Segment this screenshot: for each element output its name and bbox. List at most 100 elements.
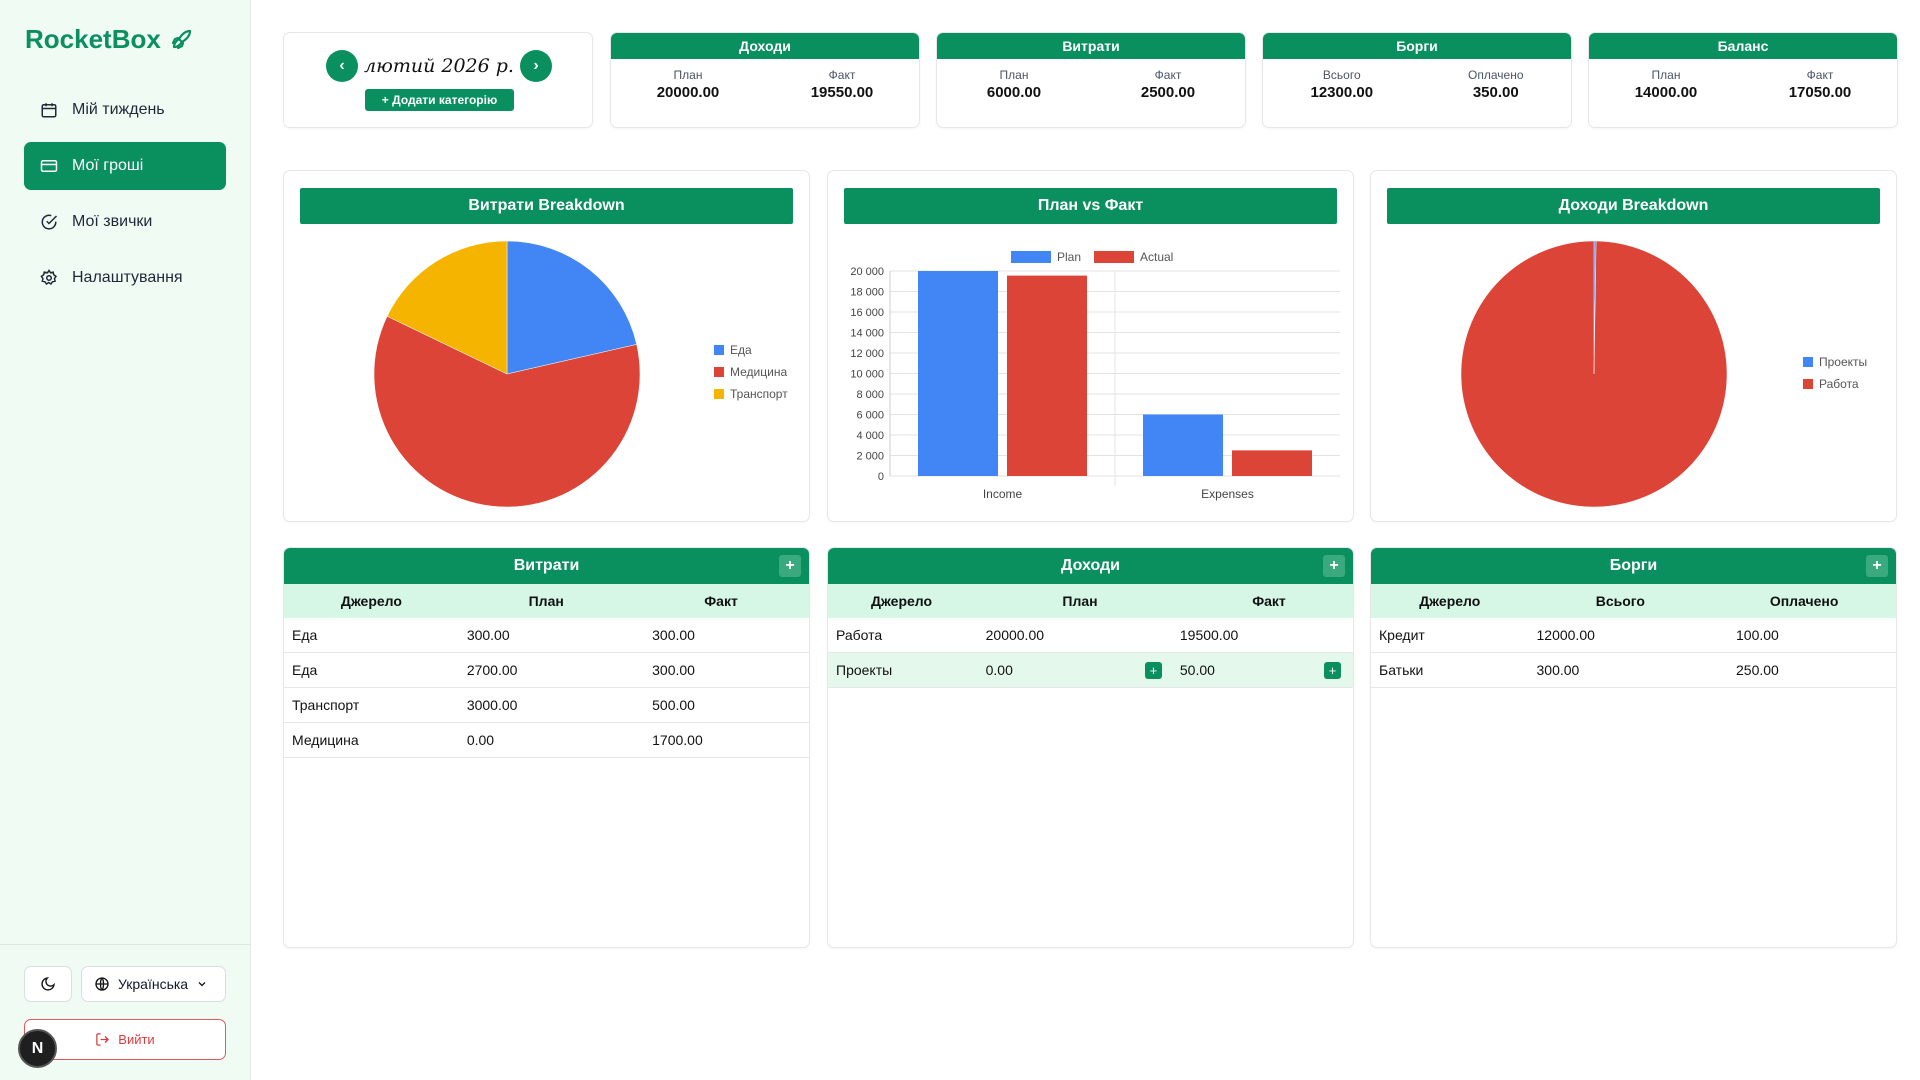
sidebar-item-settings[interactable]: Налаштування (24, 254, 226, 302)
column-header: Факт (704, 593, 738, 609)
stat-label: Факт (1806, 68, 1834, 82)
y-tick-label: 10 000 (850, 369, 884, 381)
table-title-label: Доходи (1060, 557, 1121, 574)
y-tick-label: 18 000 (850, 287, 884, 299)
legend-swatch (1803, 379, 1813, 389)
stat-label: Всього (1322, 68, 1361, 82)
table-cell: Еда (292, 662, 318, 678)
y-tick-label: 14 000 (850, 328, 884, 340)
sidebar-item-label: Мої гроші (72, 157, 144, 174)
card-title: Борги (1263, 33, 1571, 59)
column-header: Оплачено (1769, 593, 1839, 609)
calendar-icon (41, 103, 57, 118)
stat-label: Факт (828, 68, 856, 82)
table-row[interactable]: Проекты 0.00 + 50.00 + (828, 653, 1353, 688)
column-header: План (1062, 593, 1098, 609)
stat-value: 20000.00 (656, 84, 720, 101)
legend-label: Еда (730, 343, 752, 357)
stat-value: 19550.00 (810, 84, 874, 101)
table-row[interactable]: Еда 2700.00 300.00 (284, 653, 809, 688)
stat-value: 2500.00 (1140, 84, 1196, 101)
table-header: Джерело Всього Оплачено (1371, 584, 1896, 618)
table-row[interactable]: Медицина 0.00 1700.00 (284, 723, 809, 758)
table-cell: 0.00 (466, 732, 495, 748)
add-category-button[interactable]: + Додати категорію (365, 89, 514, 111)
table-title-label: Борги (1609, 557, 1658, 574)
chart-title: Витрати Breakdown (300, 188, 793, 224)
month-nav: ‹ лютий 2026 р. › (326, 50, 552, 82)
x-tick-label: Income (983, 487, 1023, 501)
rocket-icon (171, 29, 191, 49)
sidebar-item-my-money[interactable]: Мої гроші (24, 142, 226, 190)
stat-label: Факт (1154, 68, 1182, 82)
table-title: Борги + (1371, 548, 1896, 584)
table-cell: 300.00 (466, 627, 510, 643)
legend-label: Plan (1057, 250, 1081, 264)
expenses-table-card: Витрати + Джерело План Факт Еда 300.00 300… (283, 547, 810, 948)
logout-icon (96, 1033, 110, 1046)
pie-slice-Еда (506, 240, 637, 375)
add-expense-button[interactable]: + (779, 555, 801, 577)
balance-summary-card: Баланс План 14000.00 Факт 17050.00 (1588, 32, 1898, 128)
income-breakdown-card: Проекты Работа Доходи Breakdown (1370, 170, 1897, 522)
stat-label: План (999, 68, 1029, 82)
y-tick-label: 4 000 (856, 430, 884, 442)
table-row[interactable]: Транспорт 3000.00 500.00 (284, 688, 809, 723)
y-tick-label: 0 (878, 471, 884, 483)
next-month-button[interactable]: › (519, 50, 552, 82)
sidebar-item-label: Мій тиждень (72, 101, 165, 118)
table-cell: 3000.00 (466, 697, 518, 713)
logout-button[interactable]: Вийти (24, 1019, 226, 1060)
table-cell: 100.00 (1736, 627, 1779, 643)
gear-icon (40, 269, 58, 286)
x-tick-label: Expenses (1201, 487, 1254, 501)
table-cell: 19500.00 (1179, 627, 1239, 643)
add-plan-button[interactable]: + (1144, 662, 1162, 679)
prev-month-button[interactable]: ‹ (326, 50, 358, 82)
table-cell: Батьки (1379, 662, 1424, 678)
theme-toggle-button[interactable] (24, 966, 72, 1002)
app-logo[interactable]: RocketBox (25, 24, 193, 55)
sidebar-item-my-week[interactable]: Мій тиждень (24, 86, 226, 134)
bar-Actual-Income (1007, 275, 1087, 476)
pie-slice-Транспорт (386, 240, 508, 375)
chart-title: Доходи Breakdown (1387, 188, 1880, 224)
sidebar-item-my-habits[interactable]: Мої звички (24, 198, 226, 246)
card-title: Витрати (937, 33, 1245, 59)
income-pie-chart: Проекты Работа (1460, 240, 1867, 508)
logout-label: Вийти (118, 1032, 155, 1047)
y-tick-label: 16 000 (850, 307, 884, 319)
table-cell: 50.00 + (1172, 653, 1353, 687)
sidebar-item-label: Налаштування (72, 269, 183, 286)
table-title: Доходи + (828, 548, 1353, 584)
language-label: Українська (118, 976, 189, 992)
table-cell: Транспорт (292, 697, 360, 713)
dev-badge[interactable]: N (18, 1029, 57, 1068)
pie-slice-Медицина (373, 315, 641, 508)
add-income-button[interactable]: + (1323, 555, 1345, 577)
table-row[interactable]: Работа 20000.00 19500.00 (828, 618, 1353, 653)
column-header: Джерело (1419, 593, 1481, 609)
legend-swatch (714, 389, 724, 399)
table-row[interactable]: Еда 300.00 300.00 (284, 618, 809, 653)
y-tick-label: 2 000 (856, 451, 884, 463)
table-cell: Проекты (836, 662, 893, 678)
card-title: Доходи (611, 33, 919, 59)
language-select[interactable]: Українська (81, 966, 226, 1002)
y-tick-label: 6 000 (856, 410, 884, 422)
bar-Plan-Expenses (1143, 414, 1223, 476)
table-row[interactable]: Кредит 12000.00 100.00 (1371, 618, 1896, 653)
expenses-pie-chart: Еда Медицина Транспорт (373, 240, 788, 508)
table-cell: 500.00 (652, 697, 695, 713)
stat-value: 350.00 (1472, 84, 1519, 101)
app-name: RocketBox (25, 24, 161, 54)
table-row[interactable]: Батьки 300.00 250.00 (1371, 653, 1896, 688)
table-title: Витрати + (284, 548, 809, 584)
table-cell: Еда (292, 627, 318, 643)
add-debt-button[interactable]: + (1866, 555, 1888, 577)
add-fact-button[interactable]: + (1324, 662, 1341, 679)
expenses-summary-card: Витрати План 6000.00 Факт 2500.00 (936, 32, 1246, 128)
legend-swatch (714, 367, 724, 377)
sidebar-nav: Мій тиждень Мої гроші Мої звички Налашту… (24, 86, 226, 310)
pie-slice-Работа (1460, 240, 1728, 508)
